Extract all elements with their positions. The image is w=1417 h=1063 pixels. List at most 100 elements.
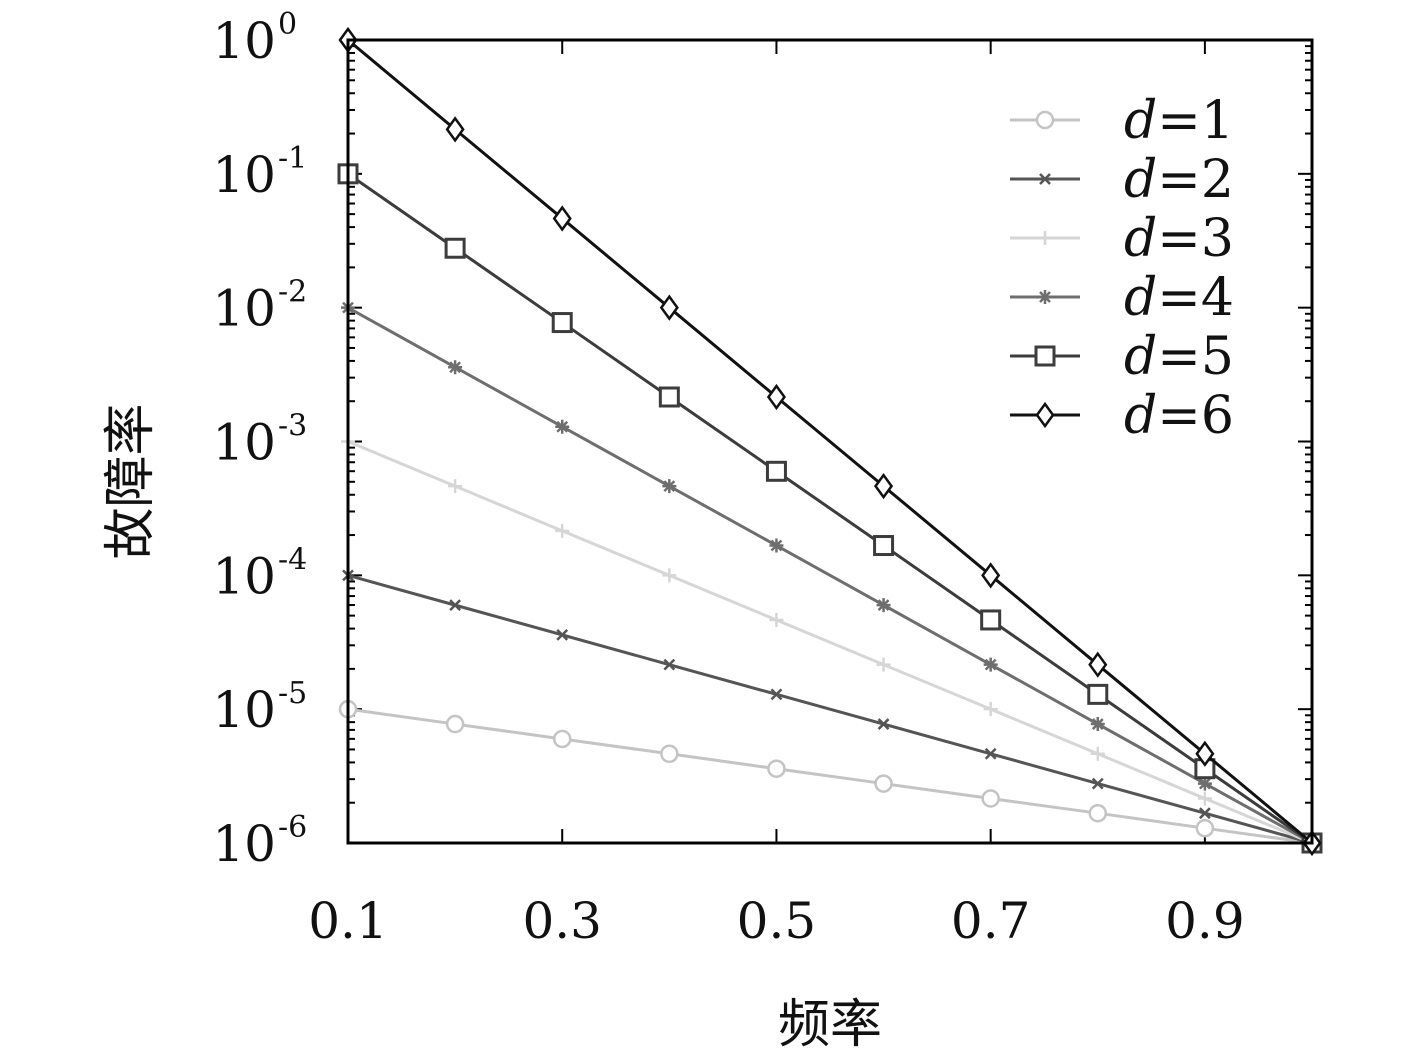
data-point xyxy=(1091,777,1104,790)
legend-label: d=5 xyxy=(1124,327,1234,387)
legend-marker xyxy=(1034,345,1056,367)
data-point xyxy=(662,479,677,494)
y-tick-label: 10 xyxy=(212,280,276,338)
y-axis-title: 故障率 xyxy=(101,403,161,559)
data-point xyxy=(448,479,463,494)
y-tick-label: 10 xyxy=(212,815,276,873)
data-point xyxy=(663,658,676,671)
data-point xyxy=(658,386,680,408)
data-point xyxy=(444,237,466,259)
y-tick-exponent: -1 xyxy=(278,141,307,176)
data-point xyxy=(765,460,787,482)
legend-marker xyxy=(1038,290,1052,304)
x-tick-label: 0.5 xyxy=(737,892,817,950)
legend-item: d=1 xyxy=(1010,91,1234,151)
series-line xyxy=(347,172,1313,845)
x-tick-label: 0.9 xyxy=(1165,892,1245,950)
data-point xyxy=(1195,818,1215,838)
data-point xyxy=(556,628,569,641)
data-point xyxy=(551,312,573,334)
data-point xyxy=(876,598,891,613)
series-line xyxy=(347,38,1313,845)
data-point xyxy=(983,657,998,672)
y-tick-exponent: -3 xyxy=(278,409,307,444)
data-point xyxy=(767,759,786,778)
series-d-3 xyxy=(341,434,1319,850)
x-tick-label: 0.1 xyxy=(308,892,388,950)
data-point xyxy=(769,538,784,553)
y-tick-label: 10 xyxy=(212,146,276,204)
legend-label: d=3 xyxy=(1124,209,1234,269)
data-point xyxy=(981,562,1001,589)
y-tick-label: 10 xyxy=(212,681,276,739)
series-layer xyxy=(337,26,1323,857)
y-tick-label: 10 xyxy=(212,547,276,605)
legend-marker xyxy=(1039,173,1051,185)
y-tick-label: 10 xyxy=(212,12,276,70)
data-point xyxy=(1088,651,1108,678)
data-point xyxy=(1088,803,1108,823)
data-point xyxy=(877,718,890,730)
data-point xyxy=(445,714,465,734)
x-tick-label: 0.7 xyxy=(951,892,1031,950)
legend-item: d=2 xyxy=(1010,150,1234,210)
legend-label: d=4 xyxy=(1124,268,1234,328)
data-point xyxy=(1197,791,1212,806)
data-point xyxy=(662,568,677,583)
data-point xyxy=(1090,717,1105,732)
data-point xyxy=(876,657,891,672)
legend: d=1d=2d=3d=4d=5d=6 xyxy=(1010,91,1234,446)
series-line xyxy=(347,573,1313,845)
data-point xyxy=(1197,776,1212,791)
y-tick-label: 10 xyxy=(212,414,276,472)
data-point xyxy=(874,774,893,793)
data-point xyxy=(552,729,572,749)
series-d-4 xyxy=(341,300,1319,850)
legend-marker xyxy=(1035,110,1055,130)
data-point xyxy=(770,688,783,701)
data-point xyxy=(983,702,998,717)
data-point xyxy=(660,744,679,764)
series-d-1 xyxy=(338,699,1322,853)
data-point xyxy=(874,473,894,500)
series-line xyxy=(347,440,1313,845)
data-point xyxy=(981,789,1000,808)
series-d-6 xyxy=(338,26,1322,857)
data-point xyxy=(445,116,465,143)
legend-marker xyxy=(1038,231,1052,245)
y-tick-exponent: -6 xyxy=(278,810,307,845)
y-tick-exponent: -2 xyxy=(278,275,307,310)
legend-item: d=4 xyxy=(1010,268,1234,328)
y-tick-exponent: -4 xyxy=(278,542,307,577)
plot-frame xyxy=(346,38,1314,845)
legend-marker xyxy=(1035,401,1055,429)
y-tick-exponent: 0 xyxy=(278,7,297,42)
legend-label: d=2 xyxy=(1124,150,1234,210)
data-point xyxy=(980,609,1002,631)
data-point xyxy=(769,612,784,627)
y-tick-exponent: -5 xyxy=(278,676,307,711)
data-point xyxy=(1199,807,1211,820)
data-point xyxy=(555,523,570,538)
data-point xyxy=(873,535,895,557)
series-d-5 xyxy=(337,163,1323,854)
legend-label: d=6 xyxy=(1124,386,1234,446)
series-line xyxy=(347,306,1313,845)
legend-item: d=5 xyxy=(1010,327,1234,387)
data-point xyxy=(984,747,997,760)
x-tick-label: 0.3 xyxy=(522,892,602,950)
data-point xyxy=(448,360,463,375)
data-point xyxy=(1087,683,1109,705)
data-point xyxy=(1195,740,1215,767)
data-point xyxy=(555,419,570,434)
legend-item: d=6 xyxy=(1010,386,1234,446)
data-point xyxy=(1090,746,1105,761)
data-point xyxy=(766,383,786,411)
legend-item: d=3 xyxy=(1010,209,1234,269)
legend-label: d=1 xyxy=(1124,91,1234,151)
data-point xyxy=(449,599,461,612)
data-point xyxy=(659,294,679,321)
series-line xyxy=(347,707,1313,845)
